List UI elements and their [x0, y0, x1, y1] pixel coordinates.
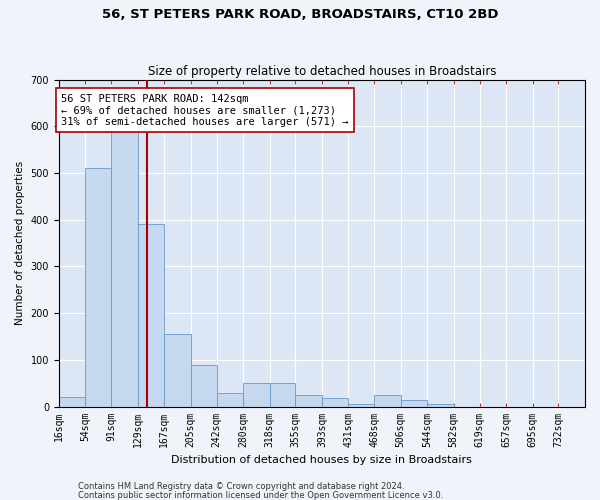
Y-axis label: Number of detached properties: Number of detached properties — [15, 161, 25, 325]
Text: 56 ST PETERS PARK ROAD: 142sqm
← 69% of detached houses are smaller (1,273)
31% : 56 ST PETERS PARK ROAD: 142sqm ← 69% of … — [61, 94, 349, 127]
Bar — [427, 404, 454, 406]
Bar — [137, 224, 164, 406]
Bar — [85, 168, 111, 406]
Bar — [401, 400, 427, 406]
Bar — [111, 131, 137, 406]
Text: Contains public sector information licensed under the Open Government Licence v3: Contains public sector information licen… — [78, 490, 443, 500]
Bar — [191, 364, 217, 406]
Bar — [243, 383, 269, 406]
Bar — [295, 395, 322, 406]
Bar — [217, 392, 243, 406]
X-axis label: Distribution of detached houses by size in Broadstairs: Distribution of detached houses by size … — [172, 455, 472, 465]
Text: Contains HM Land Registry data © Crown copyright and database right 2024.: Contains HM Land Registry data © Crown c… — [78, 482, 404, 491]
Bar — [322, 398, 349, 406]
Bar — [164, 334, 191, 406]
Bar — [59, 397, 85, 406]
Text: 56, ST PETERS PARK ROAD, BROADSTAIRS, CT10 2BD: 56, ST PETERS PARK ROAD, BROADSTAIRS, CT… — [102, 8, 498, 20]
Bar — [349, 404, 374, 406]
Title: Size of property relative to detached houses in Broadstairs: Size of property relative to detached ho… — [148, 66, 496, 78]
Bar — [374, 395, 401, 406]
Bar — [269, 383, 295, 406]
